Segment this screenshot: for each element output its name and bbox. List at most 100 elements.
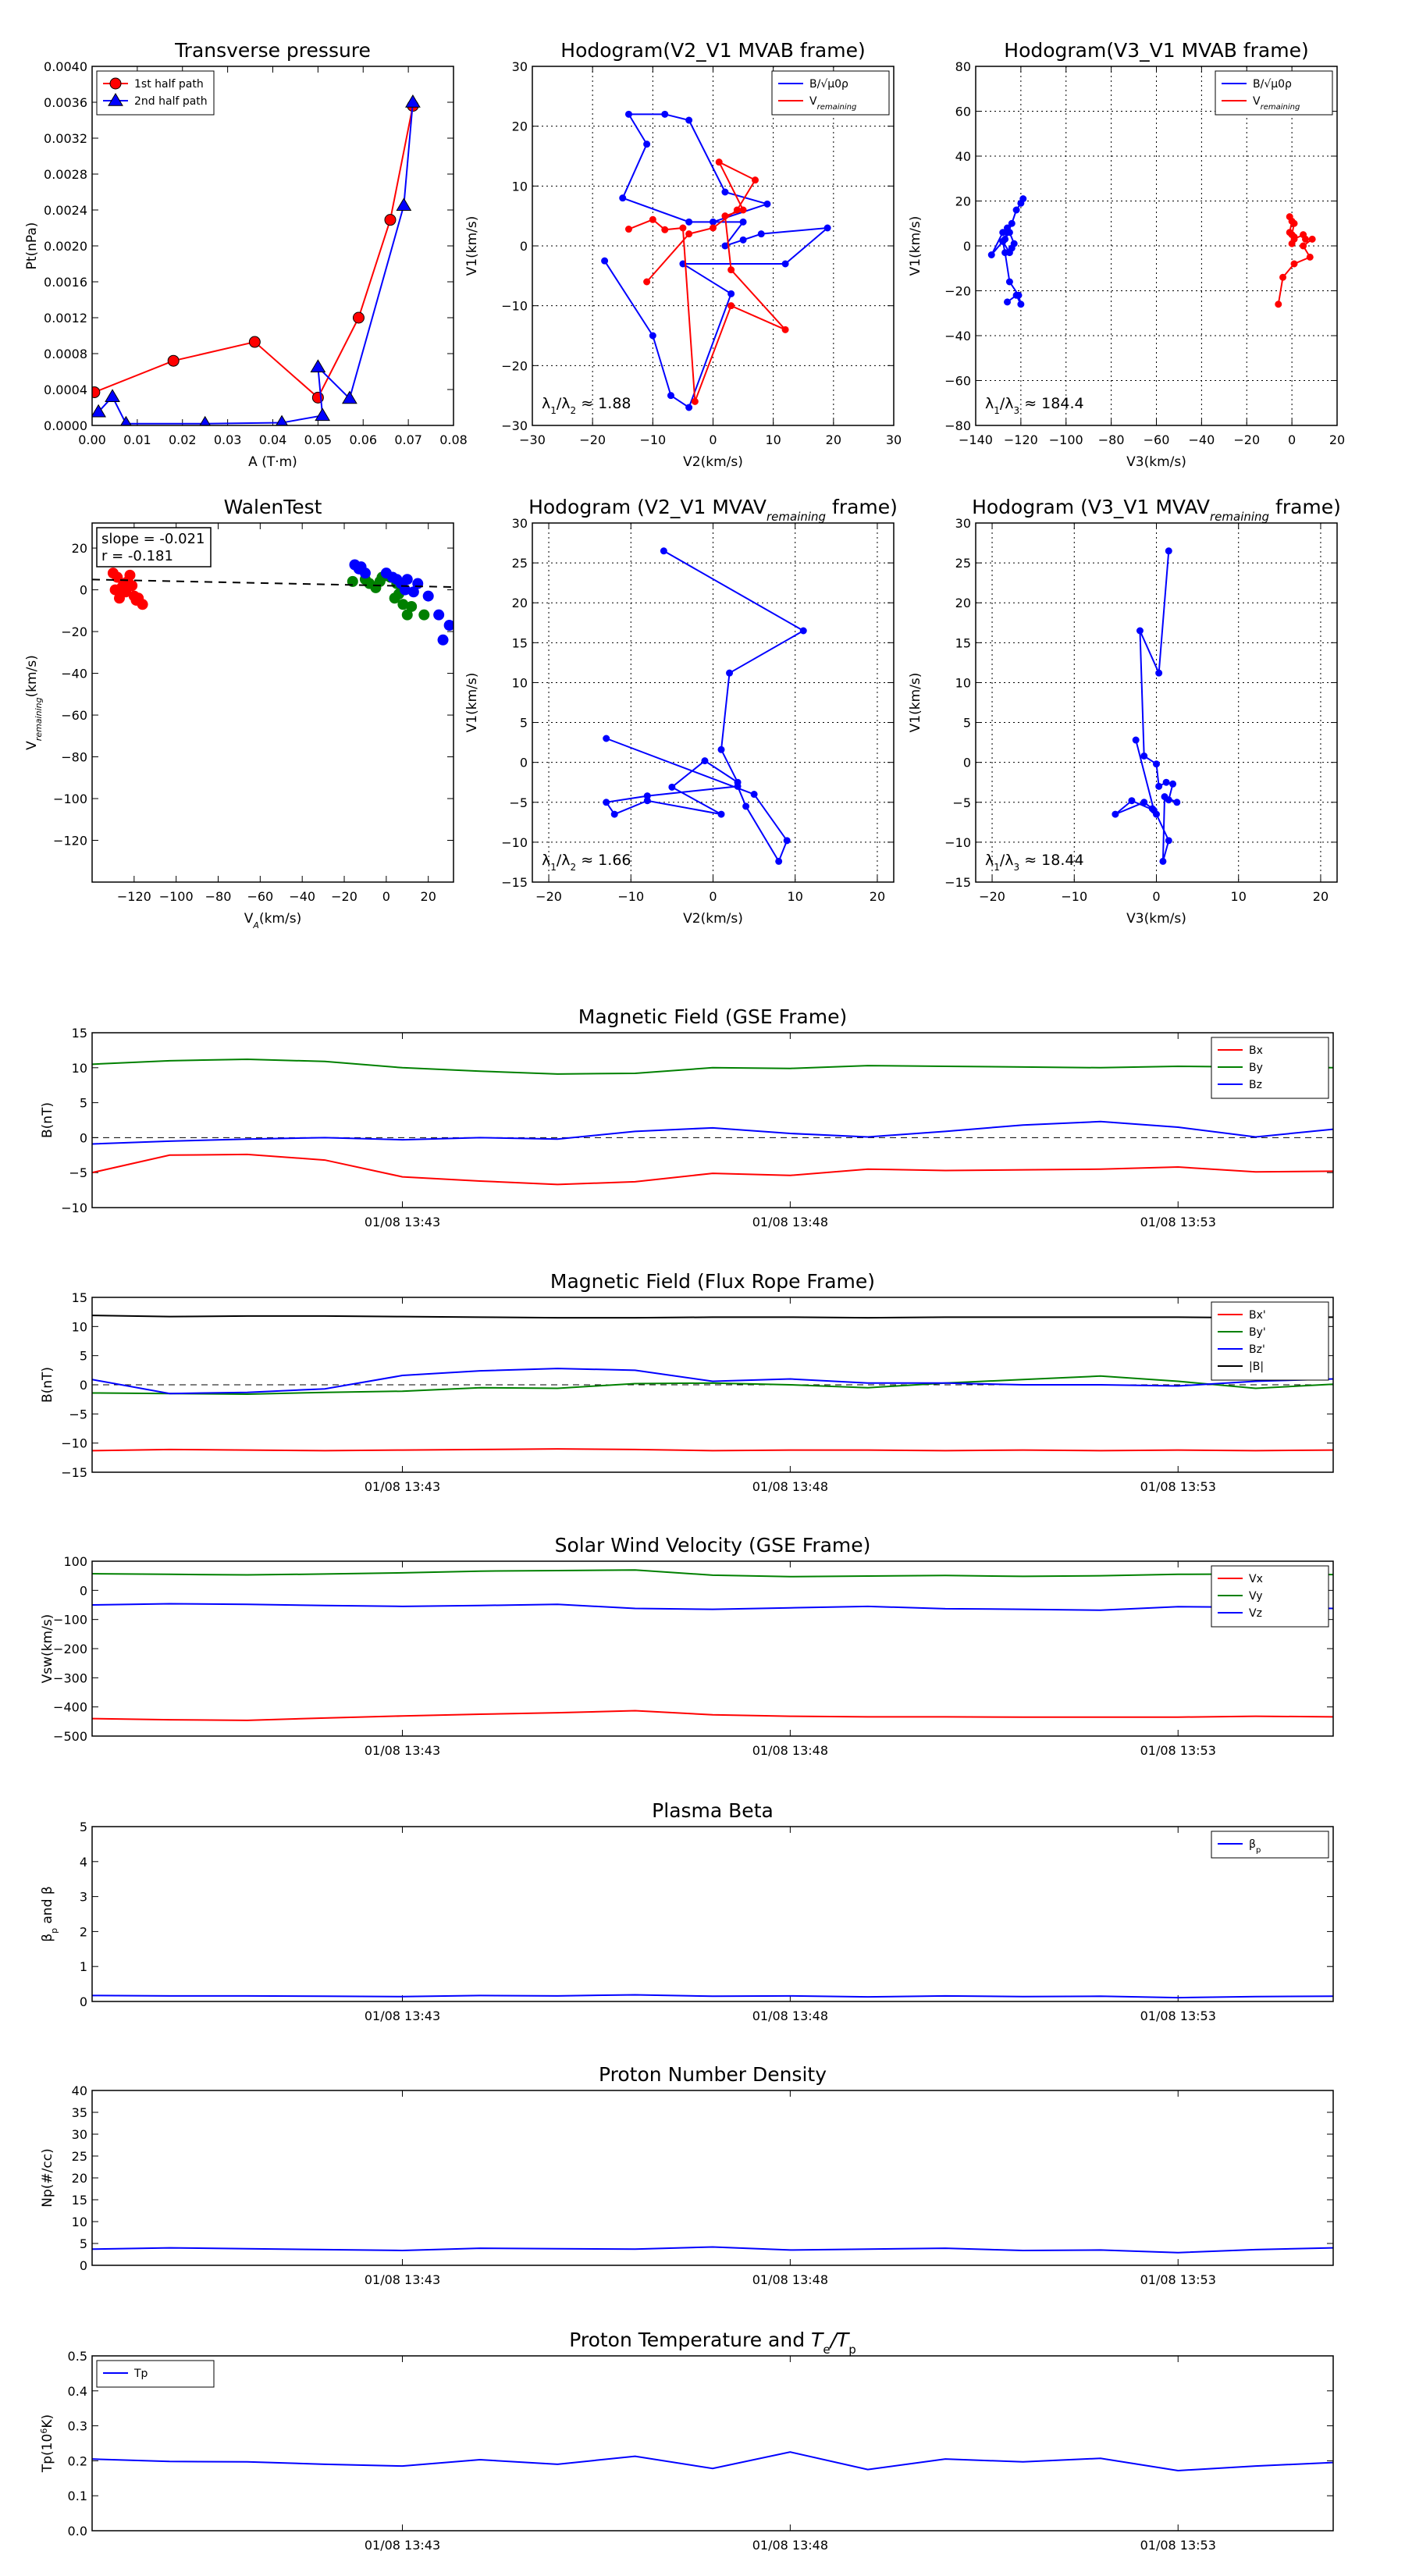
- x-tick-label: 0.08: [439, 432, 468, 447]
- data-point: [661, 110, 669, 118]
- data-point: [717, 745, 725, 753]
- data-point: [396, 197, 412, 212]
- data-point: [1159, 857, 1167, 865]
- axes-frame: [975, 522, 1338, 883]
- y-tick-label: −15: [944, 875, 971, 890]
- data-point: [752, 176, 759, 184]
- data-point: [603, 799, 610, 806]
- chart-ts5: Proton Number Density 0 5 10 15 20 25 30 35 40 01/…: [40, 2063, 1334, 2287]
- y-tick-label: 25: [72, 2149, 87, 2164]
- x-tick-label: 10: [788, 889, 803, 904]
- y-tick-label: 0: [80, 2258, 87, 2273]
- axis-label-x: A (T·m): [248, 454, 297, 470]
- data-point: [721, 212, 729, 220]
- data-point: [667, 392, 674, 400]
- data-point: [1161, 793, 1168, 801]
- x-tick-label: 0.04: [259, 432, 287, 447]
- chart-ts1: Magnetic Field (GSE Frame) −10 −5 0 5 10 15 01/…: [40, 1005, 1334, 1229]
- y-tick-label: 5: [80, 1820, 87, 1834]
- axis-label-y: B(nT): [40, 1102, 55, 1138]
- data-point: [999, 229, 1007, 237]
- data-point: [701, 757, 709, 765]
- y-tick-label: 0.0016: [44, 275, 87, 290]
- plot-area: [603, 547, 807, 865]
- data-point: [401, 609, 413, 621]
- data-point: [603, 735, 610, 742]
- y-tick-label: −15: [61, 1465, 87, 1480]
- axis-label-y: B(nT): [40, 1367, 55, 1403]
- data-point: [167, 354, 180, 367]
- data-point: [1001, 235, 1009, 243]
- data-point: [1290, 219, 1298, 227]
- annotation-box: [96, 527, 212, 568]
- series-line-Bx: [92, 1153, 1333, 1186]
- series-line-Bz': [92, 1368, 1333, 1395]
- series-line-1st half path: [94, 105, 414, 399]
- y-tick-label: 0.0000: [44, 418, 87, 433]
- data-point: [1155, 669, 1163, 677]
- data-point: [412, 578, 424, 589]
- x-tick-label: 20: [1313, 889, 1329, 904]
- y-tick-label: −5: [952, 795, 971, 810]
- data-point: [1162, 778, 1170, 786]
- data-point: [120, 415, 132, 425]
- data-point: [276, 415, 288, 425]
- y-tick-label: −80: [944, 418, 971, 433]
- chart-ts6: Proton Temperature and Te/Tp 0.0 0.1 0.2 0.3…: [39, 2329, 1334, 2553]
- chart-h4: Hodogram (V3_V1 MVAVremaining frame)−15−…: [908, 496, 1341, 927]
- axis-label-y: Pt(nPa): [24, 222, 40, 270]
- y-tick-label: 30: [72, 2127, 87, 2142]
- y-tick-label: −120: [53, 834, 87, 849]
- x-tick-label: −30: [519, 432, 546, 447]
- x-tick-label: −120: [117, 889, 151, 904]
- data-point: [750, 791, 758, 799]
- x-tick-label: −60: [1144, 432, 1170, 447]
- data-point: [668, 783, 676, 791]
- axis-label-y: βp and β: [40, 1886, 59, 1941]
- y-tick-label: 10: [512, 675, 528, 690]
- data-point: [733, 206, 741, 214]
- y-tick-label: 0: [963, 239, 971, 254]
- data-point: [660, 547, 667, 555]
- y-tick-label: −40: [61, 667, 87, 681]
- y-tick-label: 80: [955, 59, 971, 74]
- y-tick-label: 10: [72, 1061, 87, 1076]
- series-line-Vy: [92, 1569, 1333, 1578]
- x-tick-label: 0.02: [169, 432, 197, 447]
- data-point: [739, 218, 747, 226]
- data-point: [1288, 231, 1296, 239]
- y-tick-label: 15: [955, 635, 971, 650]
- data-point: [726, 669, 734, 677]
- y-tick-label: −10: [501, 835, 528, 850]
- annotation: λ1/λ3 ≈ 184.4: [985, 395, 1084, 416]
- plot-area: [92, 1569, 1333, 1721]
- x-tick-label: 0.07: [394, 432, 422, 447]
- x-tick-label: 01/08 13:53: [1140, 1743, 1216, 1758]
- y-tick-label: 20: [512, 119, 528, 134]
- legend-label: Vy: [1249, 1590, 1263, 1603]
- data-point: [1155, 782, 1163, 790]
- x-tick-label: −10: [1061, 889, 1087, 904]
- y-tick-label: 20: [512, 596, 528, 610]
- chart-title: Magnetic Field (Flux Rope Frame): [550, 1270, 875, 1293]
- data-point: [643, 278, 651, 286]
- axes-frame: [91, 1297, 1334, 1473]
- data-point: [691, 397, 699, 405]
- chart-title: Proton Temperature and Te/Tp: [569, 2329, 856, 2357]
- y-tick-label: −20: [944, 284, 971, 299]
- y-tick-label: 10: [955, 675, 971, 690]
- data-point: [1306, 253, 1314, 261]
- x-tick-label: −10: [617, 889, 644, 904]
- chart-tp: Transverse pressure 0.0000 0.0004 0.0008 0.0…: [24, 39, 468, 470]
- chart-h3: Hodogram (V2_V1 MVAVremaining frame)−15−…: [464, 496, 898, 927]
- data-point: [1288, 240, 1296, 247]
- data-point: [355, 561, 367, 573]
- data-point: [1005, 249, 1013, 257]
- y-tick-label: −100: [53, 792, 87, 806]
- legend-label: Bz: [1249, 1079, 1262, 1091]
- axis-label-y: Vremaining(km/s): [24, 655, 44, 750]
- y-tick-label: −100: [53, 1613, 87, 1628]
- data-point: [1300, 242, 1307, 250]
- y-tick-label: 10: [72, 1319, 87, 1334]
- data-point: [1308, 235, 1316, 243]
